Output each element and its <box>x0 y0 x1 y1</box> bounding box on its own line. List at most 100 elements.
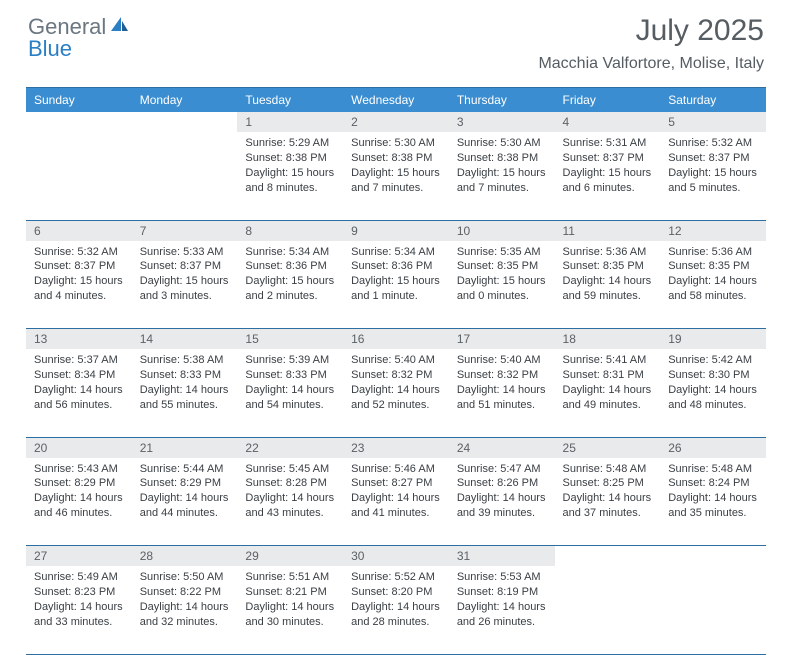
day-number: 14 <box>132 329 238 350</box>
day-cell: Sunrise: 5:35 AMSunset: 8:35 PMDaylight:… <box>449 241 555 329</box>
day-cell: Sunrise: 5:50 AMSunset: 8:22 PMDaylight:… <box>132 566 238 654</box>
day-header: Tuesday <box>237 88 343 113</box>
day-cell: Sunrise: 5:41 AMSunset: 8:31 PMDaylight:… <box>555 349 661 437</box>
sunset-text: Sunset: 8:37 PM <box>34 259 124 274</box>
daylight-text: Daylight: 14 hours and 54 minutes. <box>245 383 335 413</box>
day-number: 9 <box>343 220 449 241</box>
sunset-text: Sunset: 8:23 PM <box>34 585 124 600</box>
day-cell: Sunrise: 5:45 AMSunset: 8:28 PMDaylight:… <box>237 458 343 546</box>
day-header: Saturday <box>660 88 766 113</box>
day-number: 20 <box>26 437 132 458</box>
calendar-table: SundayMondayTuesdayWednesdayThursdayFrid… <box>26 87 766 655</box>
sunrise-text: Sunrise: 5:36 AM <box>563 245 653 260</box>
day-cell: Sunrise: 5:48 AMSunset: 8:24 PMDaylight:… <box>660 458 766 546</box>
sunset-text: Sunset: 8:32 PM <box>457 368 547 383</box>
logo-text-blue: Blue <box>28 36 72 61</box>
day-number: 31 <box>449 546 555 567</box>
daylight-text: Daylight: 14 hours and 46 minutes. <box>34 491 124 521</box>
sunrise-text: Sunrise: 5:41 AM <box>563 353 653 368</box>
day-cell: Sunrise: 5:29 AMSunset: 8:38 PMDaylight:… <box>237 132 343 220</box>
day-number: 19 <box>660 329 766 350</box>
daynum-row: 20212223242526 <box>26 437 766 458</box>
sunrise-text: Sunrise: 5:48 AM <box>668 462 758 477</box>
sunset-text: Sunset: 8:37 PM <box>668 151 758 166</box>
daylight-text: Daylight: 14 hours and 58 minutes. <box>668 274 758 304</box>
daylight-text: Daylight: 14 hours and 33 minutes. <box>34 600 124 630</box>
daylight-text: Daylight: 15 hours and 6 minutes. <box>563 166 653 196</box>
day-number: 4 <box>555 112 661 132</box>
day-cell: Sunrise: 5:37 AMSunset: 8:34 PMDaylight:… <box>26 349 132 437</box>
daylight-text: Daylight: 15 hours and 5 minutes. <box>668 166 758 196</box>
day-number: 13 <box>26 329 132 350</box>
sunset-text: Sunset: 8:30 PM <box>668 368 758 383</box>
day-cell: Sunrise: 5:32 AMSunset: 8:37 PMDaylight:… <box>26 241 132 329</box>
day-number <box>26 112 132 132</box>
daylight-text: Daylight: 14 hours and 56 minutes. <box>34 383 124 413</box>
day-number: 10 <box>449 220 555 241</box>
daylight-text: Daylight: 14 hours and 44 minutes. <box>140 491 230 521</box>
sunset-text: Sunset: 8:29 PM <box>140 476 230 491</box>
daylight-text: Daylight: 14 hours and 32 minutes. <box>140 600 230 630</box>
day-cell: Sunrise: 5:40 AMSunset: 8:32 PMDaylight:… <box>343 349 449 437</box>
sunset-text: Sunset: 8:36 PM <box>245 259 335 274</box>
calendar-head: SundayMondayTuesdayWednesdayThursdayFrid… <box>26 88 766 113</box>
day-cell <box>132 132 238 220</box>
sunrise-text: Sunrise: 5:40 AM <box>351 353 441 368</box>
sunrise-text: Sunrise: 5:37 AM <box>34 353 124 368</box>
day-cell: Sunrise: 5:39 AMSunset: 8:33 PMDaylight:… <box>237 349 343 437</box>
sunrise-text: Sunrise: 5:30 AM <box>351 136 441 151</box>
sunrise-text: Sunrise: 5:31 AM <box>563 136 653 151</box>
day-number: 22 <box>237 437 343 458</box>
day-cell: Sunrise: 5:46 AMSunset: 8:27 PMDaylight:… <box>343 458 449 546</box>
day-number <box>555 546 661 567</box>
content-row: Sunrise: 5:37 AMSunset: 8:34 PMDaylight:… <box>26 349 766 437</box>
day-cell <box>555 566 661 654</box>
sunrise-text: Sunrise: 5:49 AM <box>34 570 124 585</box>
day-header: Friday <box>555 88 661 113</box>
day-cell: Sunrise: 5:43 AMSunset: 8:29 PMDaylight:… <box>26 458 132 546</box>
sunset-text: Sunset: 8:35 PM <box>668 259 758 274</box>
sunrise-text: Sunrise: 5:51 AM <box>245 570 335 585</box>
daylight-text: Daylight: 14 hours and 28 minutes. <box>351 600 441 630</box>
sunset-text: Sunset: 8:26 PM <box>457 476 547 491</box>
day-cell: Sunrise: 5:42 AMSunset: 8:30 PMDaylight:… <box>660 349 766 437</box>
day-number: 27 <box>26 546 132 567</box>
content-row: Sunrise: 5:29 AMSunset: 8:38 PMDaylight:… <box>26 132 766 220</box>
daylight-text: Daylight: 14 hours and 51 minutes. <box>457 383 547 413</box>
day-cell: Sunrise: 5:40 AMSunset: 8:32 PMDaylight:… <box>449 349 555 437</box>
day-header: Sunday <box>26 88 132 113</box>
daylight-text: Daylight: 14 hours and 30 minutes. <box>245 600 335 630</box>
sunrise-text: Sunrise: 5:32 AM <box>668 136 758 151</box>
sunset-text: Sunset: 8:21 PM <box>245 585 335 600</box>
sunrise-text: Sunrise: 5:42 AM <box>668 353 758 368</box>
day-cell: Sunrise: 5:30 AMSunset: 8:38 PMDaylight:… <box>343 132 449 220</box>
daylight-text: Daylight: 14 hours and 55 minutes. <box>140 383 230 413</box>
daylight-text: Daylight: 14 hours and 41 minutes. <box>351 491 441 521</box>
sunrise-text: Sunrise: 5:52 AM <box>351 570 441 585</box>
sunset-text: Sunset: 8:35 PM <box>563 259 653 274</box>
sunset-text: Sunset: 8:28 PM <box>245 476 335 491</box>
day-number: 30 <box>343 546 449 567</box>
daylight-text: Daylight: 14 hours and 59 minutes. <box>563 274 653 304</box>
sunrise-text: Sunrise: 5:34 AM <box>351 245 441 260</box>
sunset-text: Sunset: 8:33 PM <box>140 368 230 383</box>
sunrise-text: Sunrise: 5:33 AM <box>140 245 230 260</box>
location-label: Macchia Valfortore, Molise, Italy <box>538 55 764 73</box>
daylight-text: Daylight: 15 hours and 3 minutes. <box>140 274 230 304</box>
day-cell: Sunrise: 5:36 AMSunset: 8:35 PMDaylight:… <box>555 241 661 329</box>
day-number: 15 <box>237 329 343 350</box>
sunrise-text: Sunrise: 5:48 AM <box>563 462 653 477</box>
day-cell: Sunrise: 5:34 AMSunset: 8:36 PMDaylight:… <box>343 241 449 329</box>
sunset-text: Sunset: 8:20 PM <box>351 585 441 600</box>
daylight-text: Daylight: 14 hours and 48 minutes. <box>668 383 758 413</box>
day-number: 18 <box>555 329 661 350</box>
sunrise-text: Sunrise: 5:44 AM <box>140 462 230 477</box>
day-cell <box>660 566 766 654</box>
sunrise-text: Sunrise: 5:39 AM <box>245 353 335 368</box>
day-number: 1 <box>237 112 343 132</box>
daylight-text: Daylight: 15 hours and 7 minutes. <box>457 166 547 196</box>
daynum-row: 2728293031 <box>26 546 766 567</box>
day-cell: Sunrise: 5:51 AMSunset: 8:21 PMDaylight:… <box>237 566 343 654</box>
sunset-text: Sunset: 8:38 PM <box>457 151 547 166</box>
day-number: 28 <box>132 546 238 567</box>
